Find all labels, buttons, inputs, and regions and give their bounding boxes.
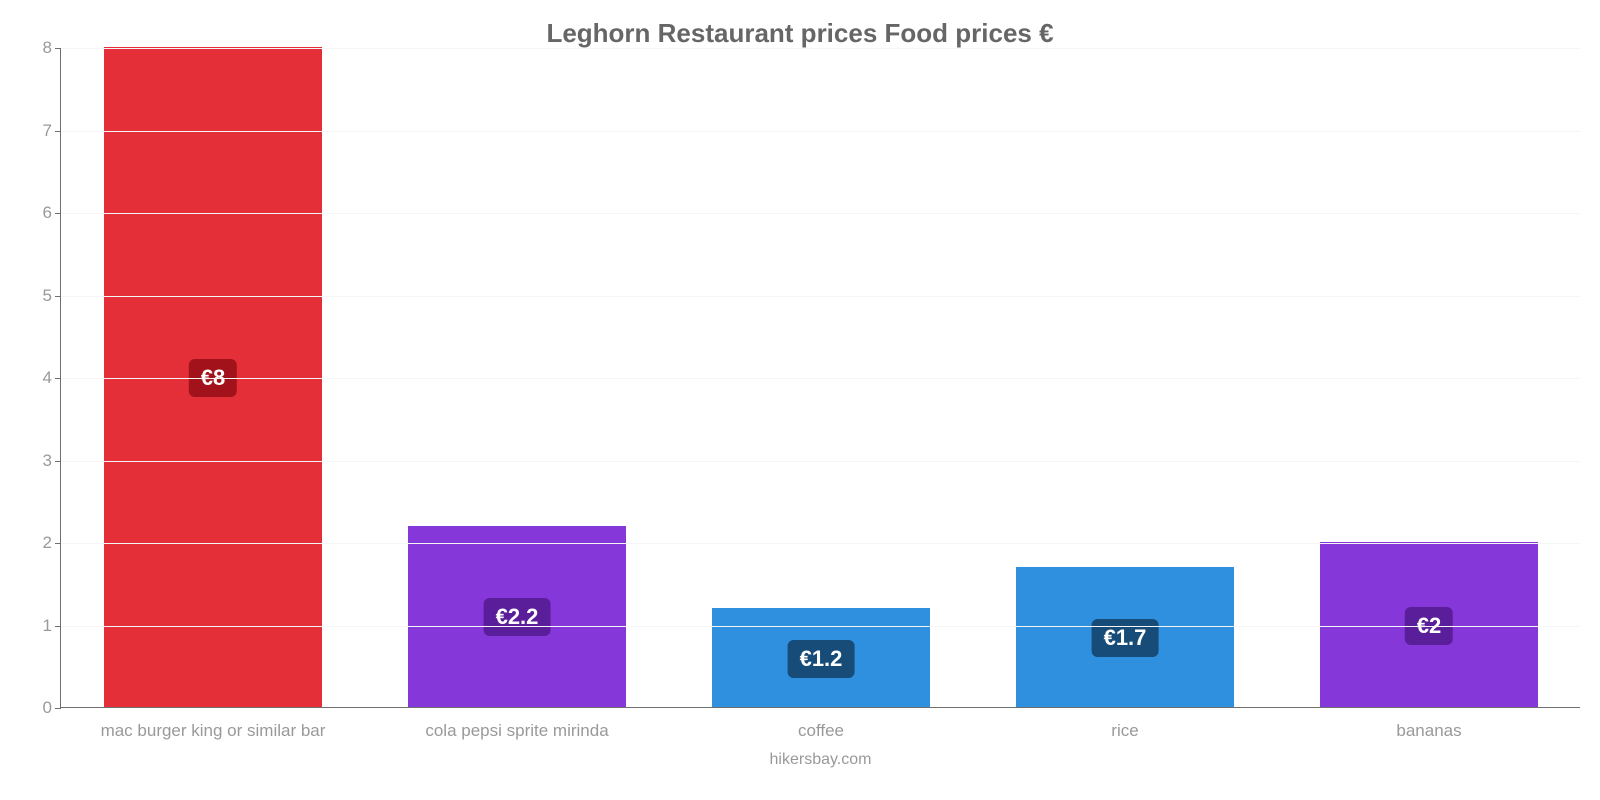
y-tick-label: 8 [43,38,52,58]
grid-line [61,626,1580,627]
y-tick-label: 5 [43,286,52,306]
y-tick-label: 2 [43,533,52,553]
bar-value-label: €1.2 [788,640,855,678]
chart-container: Leghorn Restaurant prices Food prices € … [0,0,1600,800]
y-tick-label: 6 [43,203,52,223]
y-tick [55,543,61,544]
x-tick-label: bananas [1396,721,1461,741]
grid-line [61,543,1580,544]
grid-line [61,131,1580,132]
grid-line [61,213,1580,214]
grid-line [61,461,1580,462]
y-tick [55,461,61,462]
y-tick-label: 7 [43,121,52,141]
grid-line [61,378,1580,379]
y-tick-label: 4 [43,368,52,388]
y-tick [55,378,61,379]
x-tick-label: cola pepsi sprite mirinda [425,721,608,741]
y-tick-label: 3 [43,451,52,471]
y-tick [55,626,61,627]
y-tick [55,131,61,132]
y-tick-label: 1 [43,616,52,636]
chart-title: Leghorn Restaurant prices Food prices € [0,18,1600,49]
credit-text: hikersbay.com [770,751,872,769]
y-tick [55,296,61,297]
y-tick [55,708,61,709]
x-tick-label: coffee [798,721,844,741]
x-tick-label: rice [1111,721,1138,741]
grid-line [61,48,1580,49]
y-tick [55,213,61,214]
bar-value-label: €2.2 [484,598,551,636]
plot-area: €8€2.2€1.2€1.7€2 hikersbay.com 012345678… [60,48,1580,708]
y-tick [55,48,61,49]
x-tick-label: mac burger king or similar bar [101,721,326,741]
grid-line [61,296,1580,297]
y-tick-label: 0 [43,698,52,718]
